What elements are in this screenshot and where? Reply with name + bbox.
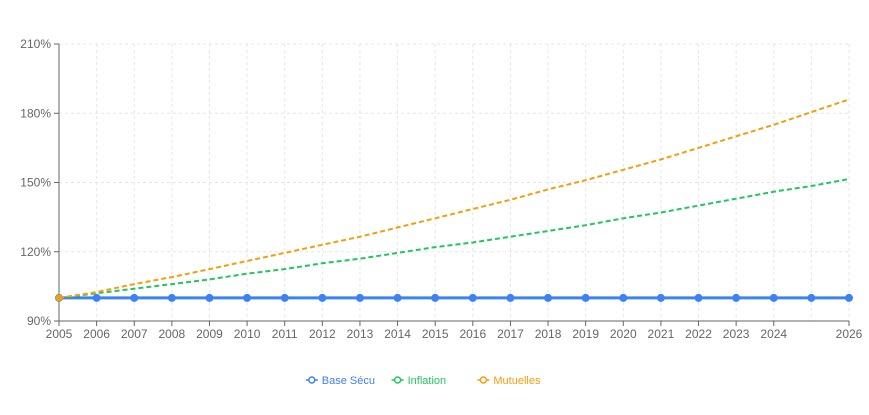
y-tick-label: 150% <box>20 176 51 190</box>
x-tick-label: 2009 <box>196 327 223 341</box>
x-tick-label: 2020 <box>610 327 637 341</box>
x-tick-label: 2014 <box>384 327 411 341</box>
y-tick-label: 90% <box>27 314 51 328</box>
legend[interactable]: Base Sécu Inflation Mutuelles <box>305 375 541 387</box>
series-lines <box>55 98 853 302</box>
grid <box>59 43 850 321</box>
data-point-base-s-cu[interactable] <box>468 293 477 302</box>
data-point-base-s-cu[interactable] <box>581 293 590 302</box>
x-tick-label: 2011 <box>272 327 298 341</box>
data-point-base-s-cu[interactable] <box>694 293 703 302</box>
axes: 90% 120% 150% 180% 210% 2005 2006 2007 2008 2009 2… <box>20 37 862 341</box>
data-point-base-s-cu[interactable] <box>355 293 364 302</box>
data-point-base-s-cu[interactable] <box>318 293 327 302</box>
x-tick-label: 2023 <box>723 327 750 341</box>
data-point-base-s-cu[interactable] <box>506 293 515 302</box>
x-tick-label: 2013 <box>347 327 374 341</box>
x-tick-label: 2017 <box>497 327 524 341</box>
x-tick-label: 2015 <box>422 327 449 341</box>
x-tick-label: 2026 <box>836 327 863 341</box>
x-tick-label: 2024 <box>760 327 787 341</box>
data-point-base-s-cu[interactable] <box>205 293 214 302</box>
data-point-base-s-cu[interactable] <box>732 293 741 302</box>
series-line-inflation[interactable] <box>58 178 850 299</box>
legend-marker-icon <box>308 376 316 384</box>
data-point-base-s-cu[interactable] <box>431 293 440 302</box>
y-tick-label: 180% <box>20 106 51 120</box>
y-tick-label: 210% <box>20 37 51 51</box>
data-point-base-s-cu[interactable] <box>544 293 553 302</box>
data-point-mutuelles[interactable] <box>55 294 63 302</box>
legend-label: Inflation <box>408 375 447 387</box>
legend-marker-icon <box>479 376 488 384</box>
data-point-base-s-cu[interactable] <box>656 293 665 302</box>
data-point-base-s-cu[interactable] <box>769 293 778 302</box>
x-tick-label: 2012 <box>309 327 336 341</box>
data-point-base-s-cu[interactable] <box>393 293 402 302</box>
data-point-base-s-cu[interactable] <box>845 293 853 302</box>
legend-label: Base Sécu <box>322 375 375 387</box>
x-tick-label: 2008 <box>159 327 186 341</box>
x-tick-label: 2019 <box>572 327 599 341</box>
x-tick-label: 2022 <box>685 327 712 341</box>
x-tick-label: 2006 <box>83 327 110 341</box>
data-point-base-s-cu[interactable] <box>243 293 252 302</box>
data-point-base-s-cu[interactable] <box>167 293 176 302</box>
legend-item-base-s-cu[interactable]: Base Sécu <box>305 375 375 387</box>
data-point-base-s-cu[interactable] <box>807 293 816 302</box>
x-tick-label: 2010 <box>234 327 261 341</box>
y-tick-label: 120% <box>20 245 51 259</box>
x-tick-label: 2005 <box>46 327 73 341</box>
x-tick-label: 2021 <box>648 327 675 341</box>
data-point-base-s-cu[interactable] <box>280 293 289 302</box>
legend-marker-icon <box>393 376 402 384</box>
data-point-base-s-cu[interactable] <box>130 293 139 302</box>
legend-label: Mutuelles <box>493 375 541 387</box>
data-point-base-s-cu[interactable] <box>619 293 628 302</box>
legend-item-mutuelles[interactable]: Mutuelles <box>477 375 541 387</box>
x-tick-label: 2016 <box>459 327 486 341</box>
x-tick-label: 2018 <box>535 327 562 341</box>
data-point-base-s-cu[interactable] <box>92 293 101 302</box>
legend-item-inflation[interactable]: Inflation <box>391 375 447 387</box>
x-tick-label: 2007 <box>121 327 148 341</box>
series-line-mutuelles[interactable] <box>58 98 850 299</box>
